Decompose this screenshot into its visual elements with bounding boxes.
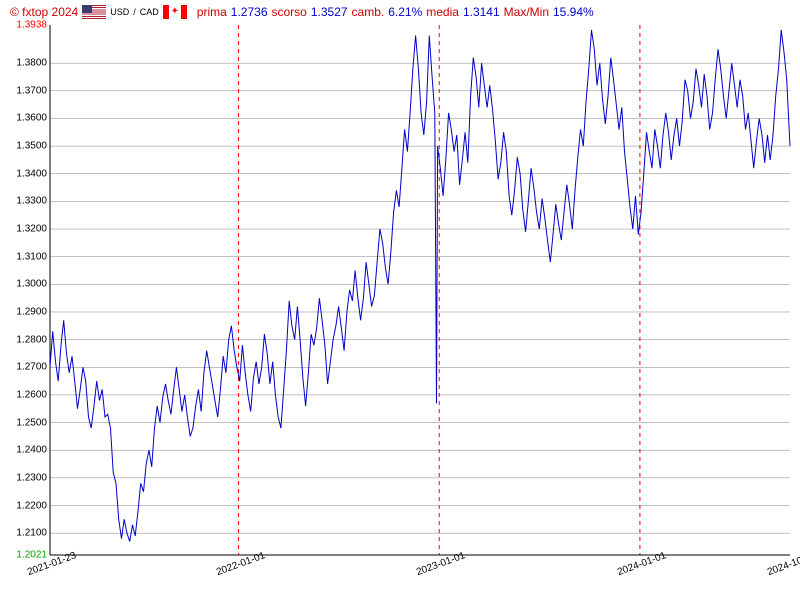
maxmin-value: 15.94% [553,5,594,19]
y-max-label: 1.3938 [16,20,47,31]
camb-value: 6.21% [388,5,422,19]
flag-us-icon [82,5,106,19]
currency-from: USD [110,7,129,17]
y-tick-label: 1.2800 [16,334,47,345]
chart-plot-area: 1.21001.22001.23001.24001.25001.26001.27… [50,25,790,555]
y-tick-label: 1.3600 [16,113,47,124]
maxmin-label: Max/Min [504,5,549,19]
flag-ca-icon: ✦ [163,5,187,19]
y-tick-label: 1.2900 [16,306,47,317]
y-tick-label: 1.2700 [16,362,47,373]
prima-label: prima [197,5,227,19]
media-value: 1.3141 [463,5,500,19]
camb-label: camb. [352,5,385,19]
y-tick-label: 1.2200 [16,500,47,511]
scorso-label: scorso [272,5,307,19]
y-min-label: 1.2021 [16,550,47,561]
y-tick-label: 1.3500 [16,141,47,152]
media-label: media [426,5,459,19]
y-tick-label: 1.3300 [16,196,47,207]
chart-header: © fxtop 2024 USD / CAD ✦ prima 1.2736 sc… [10,5,594,19]
y-tick-label: 1.3000 [16,279,47,290]
y-tick-label: 1.2500 [16,417,47,428]
y-tick-label: 1.3200 [16,224,47,235]
pair-separator: / [133,7,136,17]
prima-value: 1.2736 [231,5,268,19]
copyright-text: © fxtop 2024 [10,5,78,19]
y-tick-label: 1.3100 [16,251,47,262]
y-tick-label: 1.3400 [16,168,47,179]
y-tick-label: 1.2100 [16,528,47,539]
scorso-value: 1.3527 [311,5,348,19]
y-tick-label: 1.3700 [16,85,47,96]
y-tick-label: 1.2300 [16,472,47,483]
chart-svg [50,25,790,555]
y-tick-label: 1.2400 [16,445,47,456]
y-tick-label: 1.2600 [16,389,47,400]
y-tick-label: 1.3800 [16,58,47,69]
currency-to: CAD [140,7,159,17]
